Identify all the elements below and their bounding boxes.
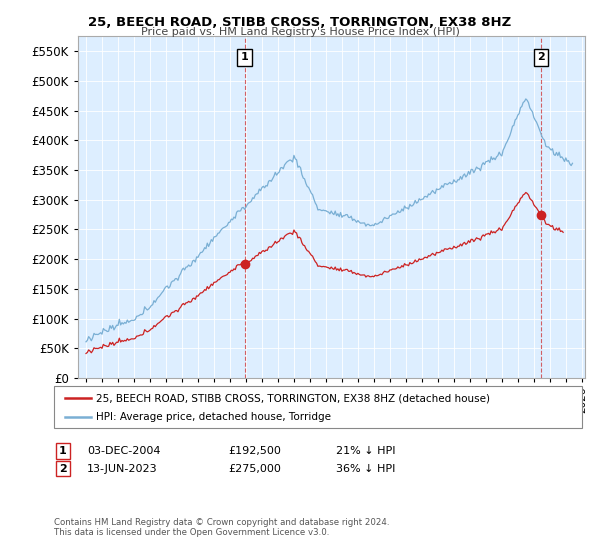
Point <box>61 413 68 420</box>
Text: 21% ↓ HPI: 21% ↓ HPI <box>336 446 395 456</box>
Text: 13-JUN-2023: 13-JUN-2023 <box>87 464 158 474</box>
Text: £192,500: £192,500 <box>228 446 281 456</box>
Text: Price paid vs. HM Land Registry's House Price Index (HPI): Price paid vs. HM Land Registry's House … <box>140 27 460 37</box>
Text: 25, BEECH ROAD, STIBB CROSS, TORRINGTON, EX38 8HZ: 25, BEECH ROAD, STIBB CROSS, TORRINGTON,… <box>88 16 512 29</box>
Text: 36% ↓ HPI: 36% ↓ HPI <box>336 464 395 474</box>
Text: 1: 1 <box>241 52 248 62</box>
Text: 2: 2 <box>537 52 545 62</box>
Point <box>88 413 95 420</box>
Point <box>88 395 95 402</box>
Text: £275,000: £275,000 <box>228 464 281 474</box>
Text: HPI: Average price, detached house, Torridge: HPI: Average price, detached house, Torr… <box>96 412 331 422</box>
Text: Contains HM Land Registry data © Crown copyright and database right 2024.
This d: Contains HM Land Registry data © Crown c… <box>54 518 389 538</box>
Text: 25, BEECH ROAD, STIBB CROSS, TORRINGTON, EX38 8HZ (detached house): 25, BEECH ROAD, STIBB CROSS, TORRINGTON,… <box>96 393 490 403</box>
Text: 1: 1 <box>59 446 67 456</box>
Text: 2: 2 <box>59 464 67 474</box>
Point <box>61 395 68 402</box>
Text: 03-DEC-2004: 03-DEC-2004 <box>87 446 161 456</box>
